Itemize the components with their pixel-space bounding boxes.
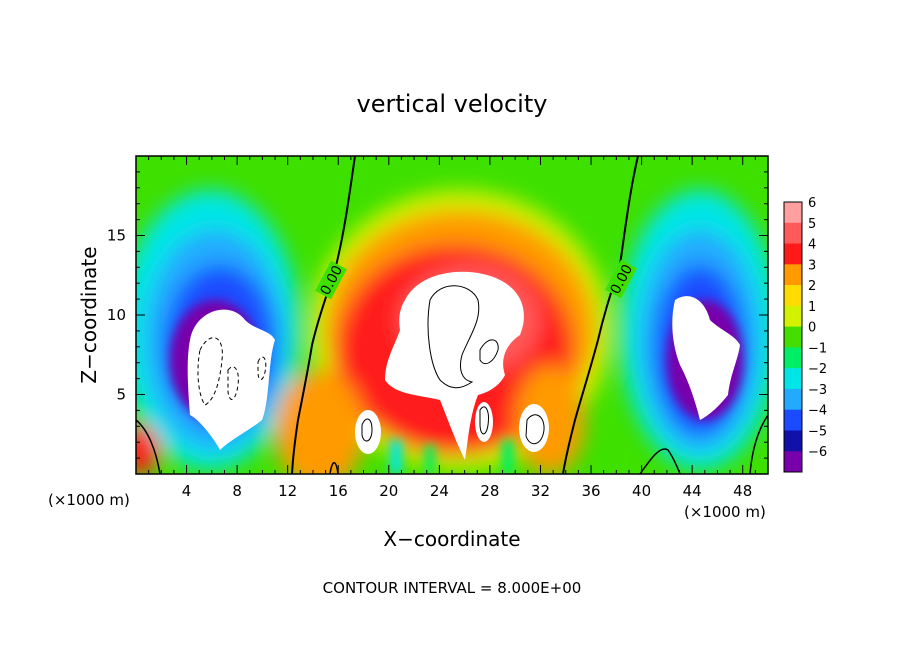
x-tick-label: 8 (232, 482, 242, 500)
y-tick-label: 15 (107, 227, 126, 245)
colorbar-swatch (784, 305, 802, 328)
x-tick-label: 44 (683, 482, 702, 500)
colorbar: 6 5 4 3 2 1 0 −1 −2 −3 −4 −5 −6 (783, 196, 827, 473)
colorbar-label: 0 (808, 321, 816, 336)
x-axis-label: X−coordinate (383, 527, 520, 551)
colorbar-label: −5 (808, 424, 827, 439)
colorbar-swatch (784, 202, 802, 224)
contour-lines (136, 156, 768, 474)
x-tick-label: 28 (480, 482, 499, 500)
colorbar-swatch (784, 368, 802, 390)
x-tick-label: 24 (430, 482, 449, 500)
colorbar-label: 2 (808, 279, 816, 294)
x-tick-label: 4 (182, 482, 192, 500)
x-tick-label: 48 (733, 482, 752, 500)
colorbar-swatch (784, 243, 802, 265)
colorbar-label: −6 (808, 445, 827, 460)
colorbar-swatch (784, 451, 802, 473)
chart-title: vertical velocity (357, 90, 548, 118)
x-tick-label: 40 (632, 482, 651, 500)
colorbar-label: 1 (808, 300, 816, 315)
x-tick-label: 20 (379, 482, 398, 500)
y-tick-label: 5 (116, 386, 126, 404)
colorbar-label: −4 (808, 404, 827, 419)
contour-labels: 0.00 0.00 (315, 259, 637, 300)
colorbar-label: 6 (808, 196, 816, 211)
colorbar-label: −2 (808, 362, 827, 377)
colorbar-swatch (784, 285, 802, 307)
heatmap-field (136, 156, 768, 474)
y-axis: 5 10 15 (107, 171, 768, 459)
colorbar-swatch (784, 430, 802, 452)
y-axis-label: Z−coordinate (77, 246, 101, 383)
colorbar-frame (783, 201, 803, 473)
colorbar-swatch (784, 264, 802, 286)
x-tick-label: 36 (581, 482, 600, 500)
colorbar-label: 3 (808, 258, 816, 273)
x-axis: 4 8 12 16 20 24 28 32 36 40 44 48 (148, 156, 756, 500)
z-unit-label: (×1000 m) (48, 491, 130, 509)
colorbar-swatch (784, 388, 802, 411)
colorbar-swatch (784, 222, 802, 245)
colorbar-label: 4 (808, 238, 816, 253)
colorbar-label: −1 (808, 341, 827, 356)
x-tick-label: 12 (278, 482, 297, 500)
x-tick-label: 32 (531, 482, 550, 500)
y-tick-label: 10 (107, 306, 126, 324)
colorbar-label: −3 (808, 383, 827, 398)
colorbar-swatch (784, 326, 802, 348)
x-tick-label: 16 (329, 482, 348, 500)
colorbar-swatch (784, 409, 802, 431)
contour-interval-note: CONTOUR INTERVAL = 8.000E+00 (323, 579, 582, 597)
x-unit-label: (×1000 m) (684, 503, 766, 521)
colorbar-label: 5 (808, 217, 816, 232)
colorbar-swatch (784, 347, 802, 369)
